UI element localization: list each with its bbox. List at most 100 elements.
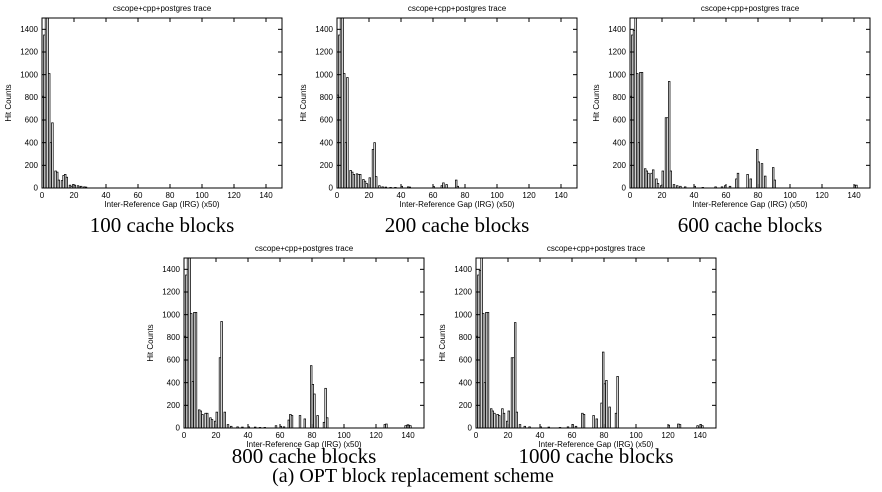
x-tick-label: 140: [847, 191, 861, 200]
x-tick-label: 60: [276, 431, 285, 440]
bar: [608, 406, 611, 429]
chart-title: cscope+cpp+postgres trace: [113, 4, 212, 13]
bar: [515, 411, 518, 429]
y-tick-label: 1400: [454, 265, 472, 274]
y-tick-label: 1400: [20, 25, 38, 34]
bar: [290, 415, 294, 429]
histogram-200-cache-blocks: 0 20 40 60 80 100 120 140 0 200 400 600 800 1000 1200 1…: [295, 0, 590, 215]
bar: [592, 415, 595, 429]
bar: [194, 312, 198, 429]
bar: [223, 411, 226, 429]
x-tick-label: 20: [504, 431, 513, 440]
x-tick-label: 140: [401, 431, 415, 440]
y-tick-label: 0: [468, 424, 473, 433]
y-tick-label: 800: [167, 333, 181, 342]
x-axis-label: Inter-Reference Gap (IRG) (x50): [104, 200, 219, 209]
y-tick-label: 800: [613, 93, 627, 102]
x-tick-label: 20: [365, 191, 374, 200]
y-tick-label: 1200: [315, 48, 333, 57]
y-tick-label: 600: [167, 356, 181, 365]
y-tick-label: 600: [459, 356, 473, 365]
y-tick-label: 400: [320, 138, 334, 147]
y-tick-label: 200: [320, 161, 334, 170]
x-tick-label: 120: [227, 191, 241, 200]
x-ticks: [629, 18, 855, 188]
x-tick-label: 100: [490, 191, 504, 200]
y-tick-label: 400: [167, 378, 181, 387]
y-tick-labels: 0 200 400 600 800 1000 1200 1400: [454, 265, 472, 433]
y-tick-label: 1400: [608, 25, 626, 34]
x-tick-label: 40: [690, 191, 699, 200]
x-axis-label: Inter-Reference Gap (IRG) (x50): [538, 440, 653, 449]
y-tick-label: 200: [167, 401, 181, 410]
y-axis-label: Hit Counts: [146, 324, 155, 361]
x-axis-label: Inter-Reference Gap (IRG) (x50): [399, 200, 514, 209]
bar: [760, 163, 764, 189]
plot-box: [41, 17, 283, 189]
y-ticks: [476, 268, 716, 429]
x-axis-label: Inter-Reference Gap (IRG) (x50): [246, 440, 361, 449]
x-tick-label: 60: [429, 191, 438, 200]
x-tick-label: 140: [693, 431, 707, 440]
bar: [652, 169, 655, 189]
y-ticks: [184, 268, 424, 429]
bar: [346, 77, 349, 189]
bar: [326, 417, 329, 429]
bar: [220, 321, 223, 429]
bar: [201, 414, 204, 429]
y-tick-label: 200: [25, 161, 39, 170]
x-ticks: [41, 18, 267, 188]
y-axis-label: Hit Counts: [4, 84, 13, 121]
x-ticks: [183, 258, 409, 428]
x-tick-label: 120: [815, 191, 829, 200]
bar: [226, 424, 230, 429]
bar: [57, 179, 60, 189]
x-tick-label: 20: [70, 191, 79, 200]
bar: [502, 412, 506, 429]
y-tick-label: 600: [25, 116, 39, 125]
x-tick-labels: 0 20 40 60 80 100 120 140: [474, 431, 707, 440]
chart-svg: 0 20 40 60 80 100 120 1400200400600800100012001…: [146, 244, 425, 449]
bar: [773, 179, 776, 189]
x-tick-label: 0: [182, 431, 187, 440]
x-tick-label: 100: [337, 431, 351, 440]
y-tick-label: 600: [320, 116, 334, 125]
y-tick-labels: 0 200 400 600 800 1000 1200 1400: [315, 25, 333, 193]
bar: [375, 176, 378, 189]
x-tick-label: 100: [195, 191, 209, 200]
y-tick-label: 1400: [162, 265, 180, 274]
y-tick-label: 0: [329, 184, 334, 193]
y-tick-label: 1200: [20, 48, 38, 57]
bars: [475, 257, 704, 429]
bar: [210, 419, 214, 429]
bar: [442, 182, 445, 189]
figure-caption: (a) OPT block replacement scheme: [272, 465, 554, 487]
bar: [749, 178, 752, 189]
x-tick-label: 0: [40, 191, 45, 200]
histogram-800-cache-blocks: 0 20 40 60 80 100 120 140 0 200 400 600 800 1000 1200 1…: [142, 240, 437, 455]
y-tick-label: 200: [613, 161, 627, 170]
x-tick-label: 0: [628, 191, 633, 200]
x-tick-label: 100: [783, 191, 797, 200]
x-tick-label: 80: [754, 191, 763, 200]
x-tick-labels: 0 20 40 60 80 100 120 140: [335, 191, 568, 200]
bar: [518, 424, 522, 429]
bars: [183, 257, 412, 429]
x-tick-label: 40: [102, 191, 111, 200]
x-ticks: [475, 258, 701, 428]
bar: [493, 412, 496, 429]
bar: [678, 424, 682, 429]
x-tick-label: 0: [335, 191, 340, 200]
y-axis-label: Hit Counts: [592, 84, 601, 121]
bar: [445, 184, 448, 189]
bar: [65, 176, 68, 189]
y-tick-label: 400: [25, 138, 39, 147]
x-tick-label: 40: [397, 191, 406, 200]
x-tick-labels: 0 20 40 60 80 100 120 140: [182, 431, 415, 440]
bar: [385, 423, 388, 429]
chart-title: cscope+cpp+postgres trace: [255, 244, 354, 253]
y-tick-label: 400: [459, 378, 473, 387]
histogram-1000-cache-blocks: 0 20 40 60 80 100 120 140 0 200 400 600 800 1000 1200 1…: [434, 240, 729, 455]
y-tick-label: 1200: [162, 288, 180, 297]
y-tick-label: 400: [613, 138, 627, 147]
